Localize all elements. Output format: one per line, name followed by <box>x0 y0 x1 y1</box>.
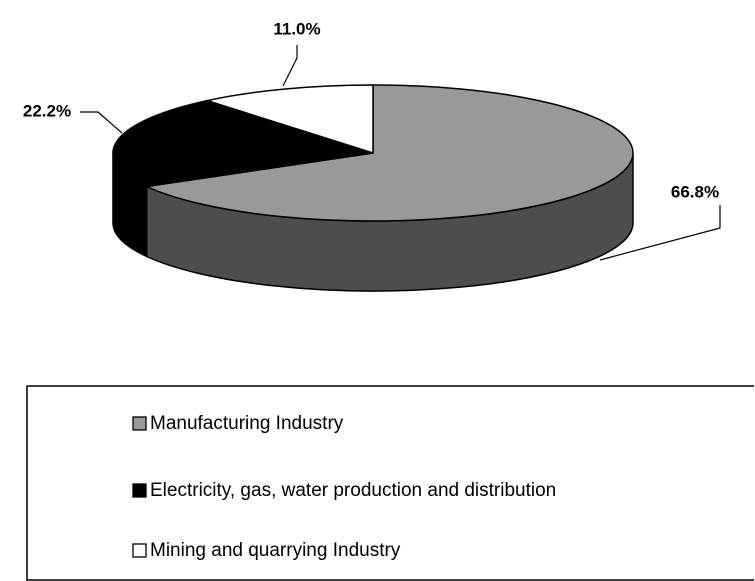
data-label: 66.8% <box>671 182 719 201</box>
legend-swatch <box>132 543 147 558</box>
data-label: 22.2% <box>23 101 71 120</box>
leader-line <box>282 45 298 87</box>
pie-slice <box>204 84 374 155</box>
pie-slice <box>112 99 374 188</box>
legend-swatch <box>132 483 147 498</box>
legend-label: Manufacturing Industry <box>150 413 344 434</box>
leader-line <box>80 111 123 134</box>
legend-border <box>26 385 754 581</box>
legend-label: Mining and quarrying Industry <box>150 540 401 561</box>
legend-frame <box>26 385 754 581</box>
pie-slice <box>144 84 634 222</box>
leader-line <box>599 205 721 261</box>
legend-swatch <box>132 416 147 431</box>
data-labels: 66.8% 22.2% 11.0% <box>23 19 721 261</box>
legend-label: Electricity, gas, water production and d… <box>150 480 556 501</box>
legend: Manufacturing Industry Electricity, gas, … <box>132 413 556 561</box>
data-label: 11.0% <box>273 19 320 38</box>
pie <box>112 84 634 292</box>
